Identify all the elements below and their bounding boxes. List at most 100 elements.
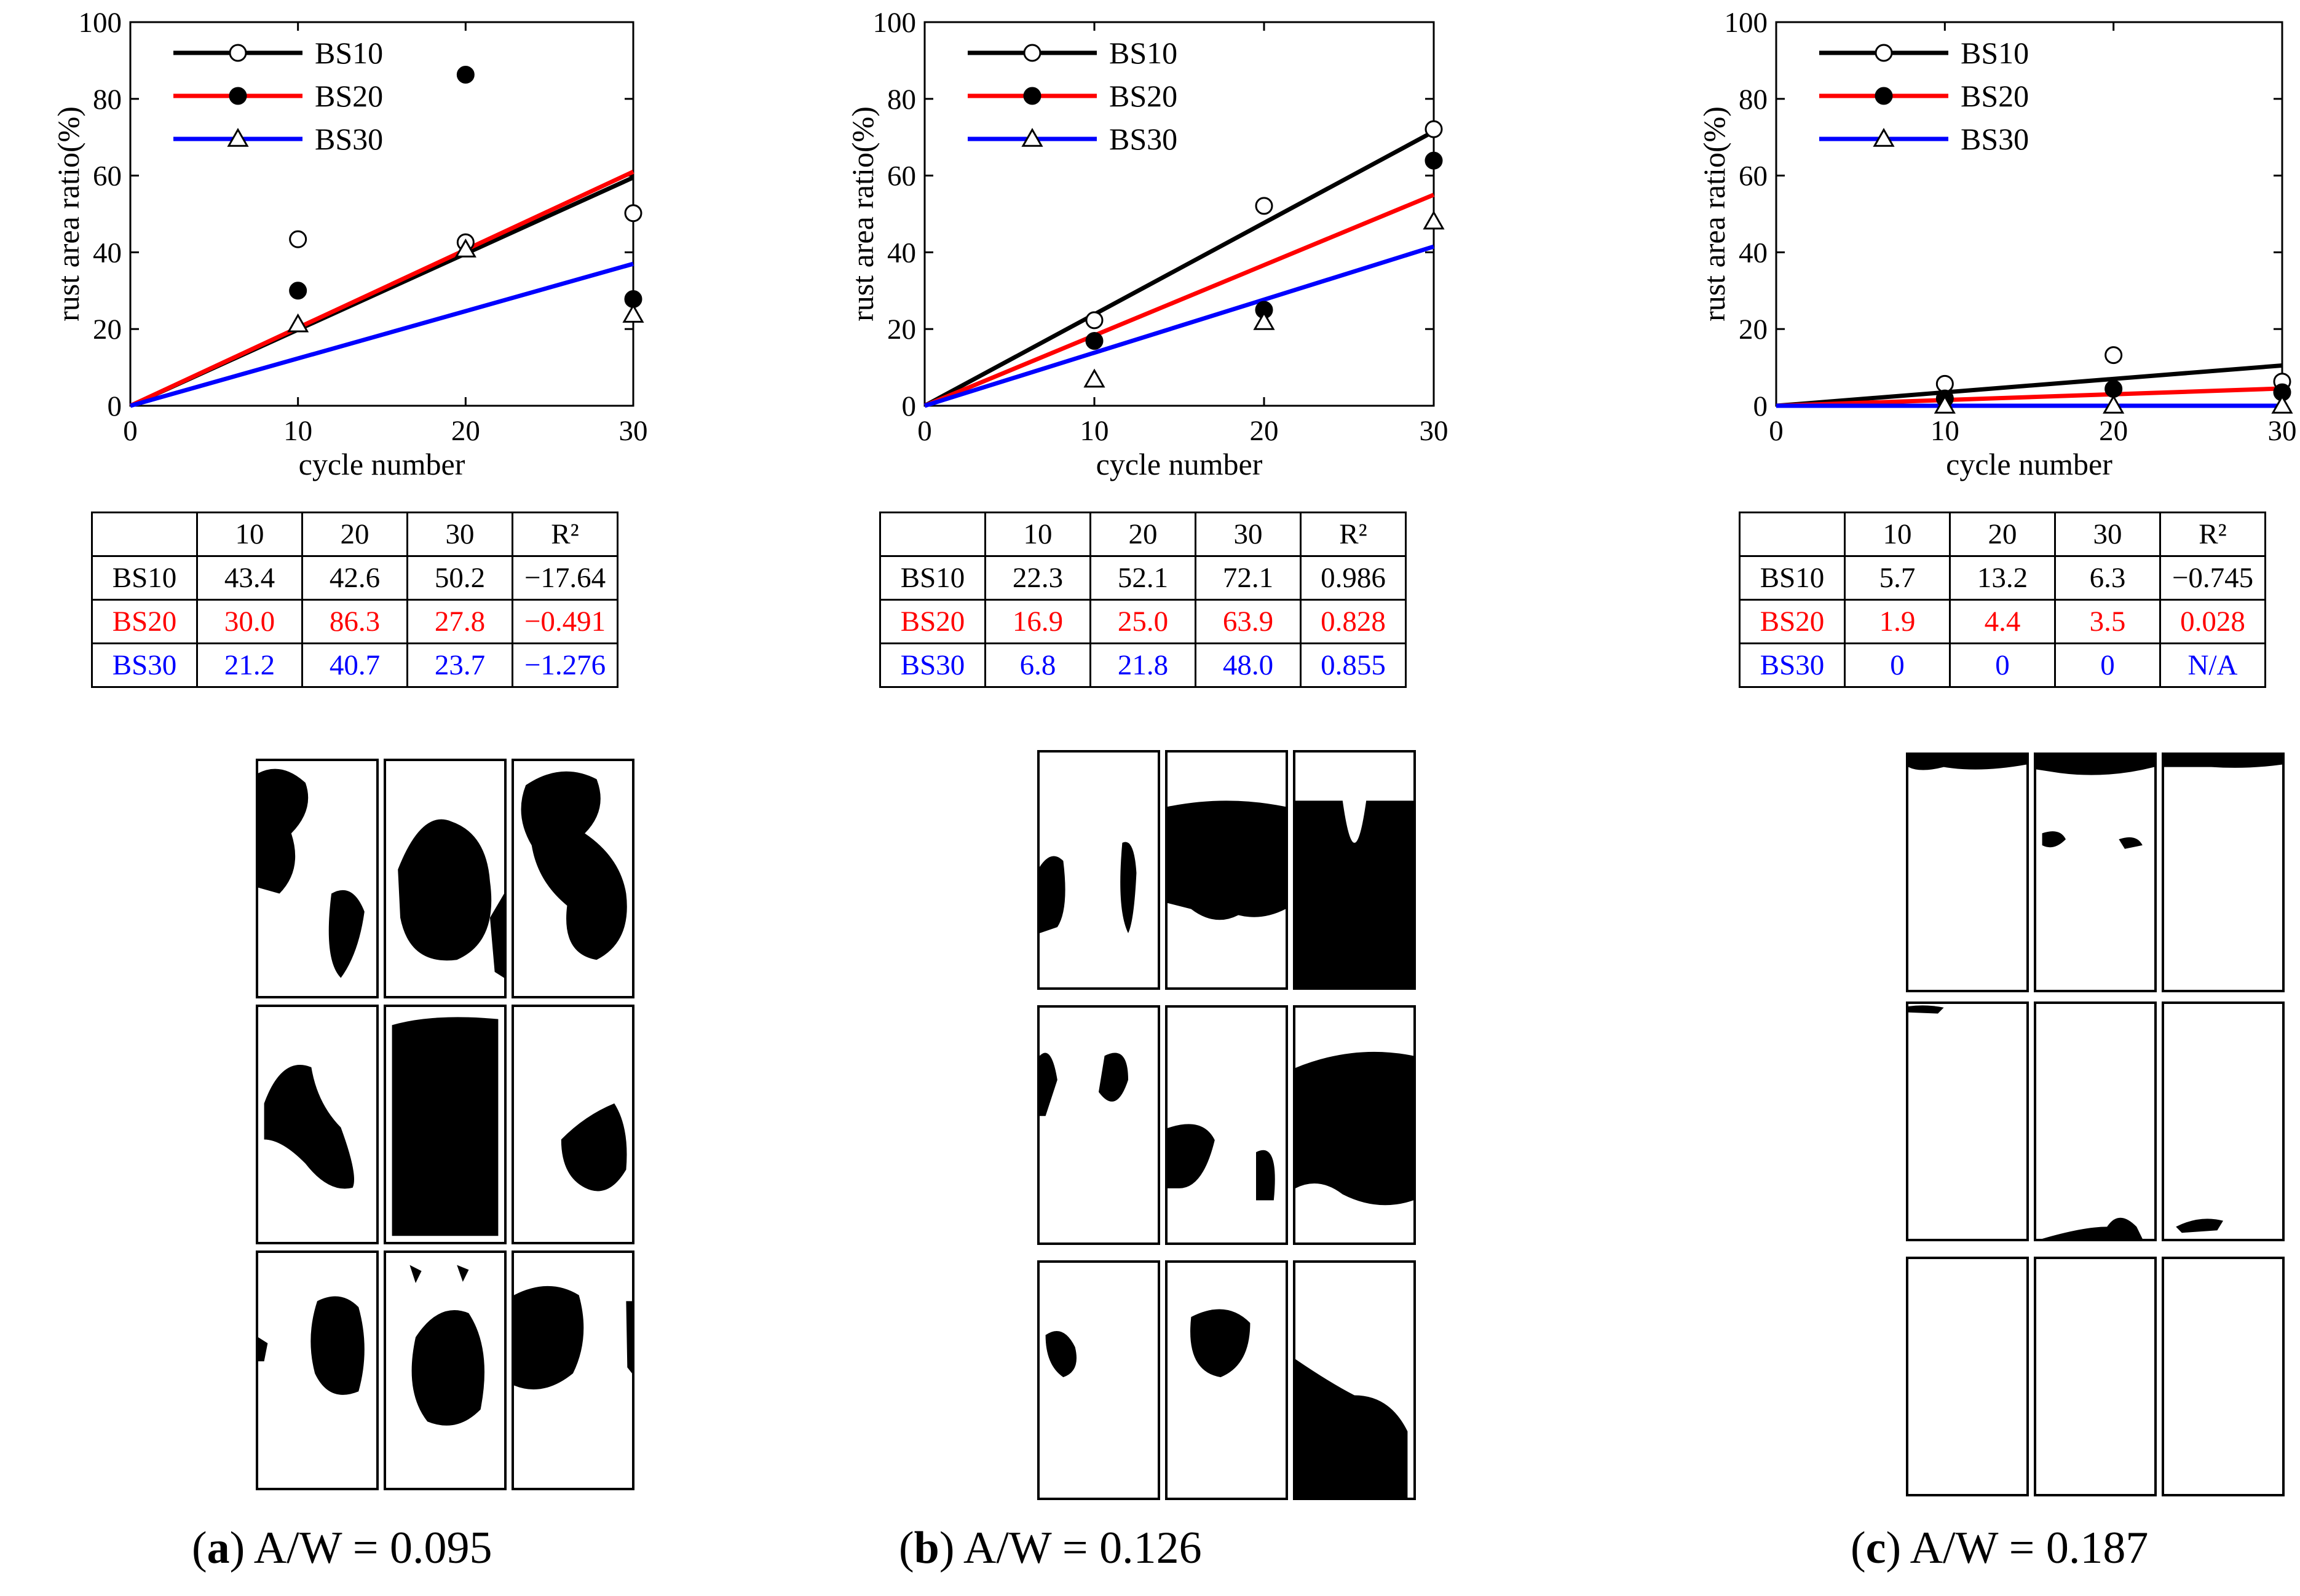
header-cycle-20: 20 bbox=[1949, 512, 2056, 557]
x-tick-label: 20 bbox=[451, 415, 480, 447]
legend-marker-bs30 bbox=[1873, 127, 1895, 147]
header-cycle-10: 10 bbox=[1844, 512, 1951, 557]
sample-image bbox=[2034, 1001, 2157, 1241]
data-point-bs10 bbox=[1085, 311, 1104, 330]
data-point-bs30 bbox=[2271, 394, 2293, 414]
sample-image bbox=[1906, 1257, 2029, 1496]
row-label: BS10 bbox=[91, 555, 198, 601]
caption-letter: a bbox=[207, 1523, 230, 1573]
sample-image bbox=[1037, 750, 1160, 990]
data-point-bs20 bbox=[2104, 380, 2123, 398]
x-tick-label: 0 bbox=[917, 415, 932, 447]
data-point-bs30 bbox=[1083, 368, 1105, 388]
table-cell: 22.3 bbox=[984, 555, 1091, 601]
table-row-bs10: BS10 5.7 13.2 6.3 −0.745 bbox=[1739, 555, 2266, 601]
table-b: 10 20 30 R² BS10 22.3 52.1 72.1 0.986 BS… bbox=[879, 512, 1407, 688]
sample-image bbox=[1165, 1005, 1288, 1245]
table-corner bbox=[879, 512, 986, 557]
table-cell: −0.745 bbox=[2159, 555, 2266, 601]
legend-marker-bs20 bbox=[1023, 87, 1041, 105]
x-tick-label: 30 bbox=[619, 415, 648, 447]
row-label: BS30 bbox=[879, 642, 986, 688]
table-cell: 0.855 bbox=[1300, 642, 1407, 688]
legend-label-bs10: BS10 bbox=[315, 36, 383, 70]
chart-a: 0 20 40 60 80 100 0 10 20 30 cycle number rust area… bbox=[51, 7, 648, 481]
sample-image bbox=[512, 1005, 634, 1244]
fit-line-bs20 bbox=[129, 170, 634, 408]
sample-image bbox=[2162, 1257, 2285, 1496]
sample-image bbox=[384, 759, 507, 998]
sample-image bbox=[1037, 1005, 1160, 1245]
y-tick-label: 80 bbox=[1739, 84, 1768, 116]
legend-marker-bs30 bbox=[1021, 127, 1043, 147]
data-point-bs30 bbox=[622, 304, 644, 323]
x-axis-label: cycle number bbox=[1096, 447, 1263, 481]
y-tick-label: 80 bbox=[887, 84, 916, 116]
y-tick-label: 20 bbox=[93, 314, 122, 346]
y-axis-label: rust area ratio(%) bbox=[51, 106, 85, 322]
sample-image bbox=[384, 1250, 507, 1490]
table-cell: 48.0 bbox=[1195, 642, 1302, 688]
legend-marker-bs10 bbox=[1875, 44, 1893, 62]
table-cell: 16.9 bbox=[984, 599, 1091, 644]
data-point-bs30 bbox=[1253, 310, 1275, 330]
sample-image bbox=[256, 759, 379, 998]
row-label: BS30 bbox=[1739, 642, 1846, 688]
x-tick-label: 30 bbox=[1420, 415, 1448, 447]
sample-image bbox=[512, 759, 634, 998]
y-tick-label: 60 bbox=[1739, 160, 1768, 192]
table-cell: 23.7 bbox=[406, 642, 513, 688]
table-cell: 40.7 bbox=[301, 642, 408, 688]
table-cell: 30.0 bbox=[196, 599, 303, 644]
data-point-bs10 bbox=[624, 204, 642, 223]
plot-frame bbox=[923, 21, 1435, 407]
sample-image bbox=[1165, 1260, 1288, 1500]
y-tick-label: 60 bbox=[93, 160, 122, 192]
caption-a: (a) A/W = 0.095 bbox=[192, 1523, 492, 1573]
sample-image bbox=[1037, 1260, 1160, 1500]
y-tick-label: 0 bbox=[108, 390, 122, 422]
data-point-bs20 bbox=[1425, 151, 1443, 170]
data-point-bs30 bbox=[1423, 210, 1445, 230]
fit-line-bs20 bbox=[1776, 386, 2283, 408]
x-tick-label: 10 bbox=[1080, 415, 1109, 447]
table-cell: 0.028 bbox=[2159, 599, 2266, 644]
table-cell: 21.2 bbox=[196, 642, 303, 688]
table-cell: 13.2 bbox=[1949, 555, 2056, 601]
x-tick-label: 20 bbox=[1250, 415, 1279, 447]
legend-label-bs20: BS20 bbox=[315, 79, 383, 113]
x-axis-label: cycle number bbox=[299, 447, 465, 481]
table-row-bs30: BS30 0 0 0 N/A bbox=[1739, 642, 2266, 688]
header-cycle-30: 30 bbox=[1195, 512, 1302, 557]
data-point-bs20 bbox=[1085, 332, 1104, 350]
legend-marker-bs10 bbox=[1023, 44, 1041, 62]
table-cell: 25.0 bbox=[1089, 599, 1196, 644]
data-point-bs20 bbox=[289, 282, 307, 300]
legend-marker-bs10 bbox=[229, 44, 247, 62]
data-point-bs10 bbox=[1425, 120, 1443, 138]
table-corner bbox=[1739, 512, 1846, 557]
table-header-row: 10 20 30 R² bbox=[879, 512, 1407, 557]
table-row-bs20: BS20 30.0 86.3 27.8 −0.491 bbox=[91, 599, 618, 644]
table-c: 10 20 30 R² BS10 5.7 13.2 6.3 −0.745 BS2… bbox=[1739, 512, 2266, 688]
data-point-bs30 bbox=[2103, 394, 2125, 414]
table-cell: 27.8 bbox=[406, 599, 513, 644]
table-cell: 6.3 bbox=[2054, 555, 2161, 601]
legend-label-bs10: BS10 bbox=[1961, 36, 2029, 70]
legend-label-bs20: BS20 bbox=[1961, 79, 2029, 113]
table-row-bs10: BS10 22.3 52.1 72.1 0.986 bbox=[879, 555, 1407, 601]
header-r2: R² bbox=[2159, 512, 2266, 557]
legend-marker-bs20 bbox=[1875, 87, 1893, 105]
chart-c: 0 20 40 60 80 100 0 10 20 30 cycle number rust area… bbox=[1697, 7, 2297, 481]
table-cell: 0 bbox=[1949, 642, 2056, 688]
data-point-bs20 bbox=[456, 65, 475, 84]
table-header-row: 10 20 30 R² bbox=[1739, 512, 2266, 557]
y-tick-label: 20 bbox=[887, 314, 916, 346]
x-tick-label: 30 bbox=[2268, 415, 2297, 447]
table-cell: 0.986 bbox=[1300, 555, 1407, 601]
data-point-bs30 bbox=[1934, 394, 1956, 414]
table-cell: 4.4 bbox=[1949, 599, 2056, 644]
legend-marker-bs30 bbox=[227, 127, 249, 147]
data-point-bs10 bbox=[289, 230, 307, 248]
sample-image bbox=[2034, 1257, 2157, 1496]
